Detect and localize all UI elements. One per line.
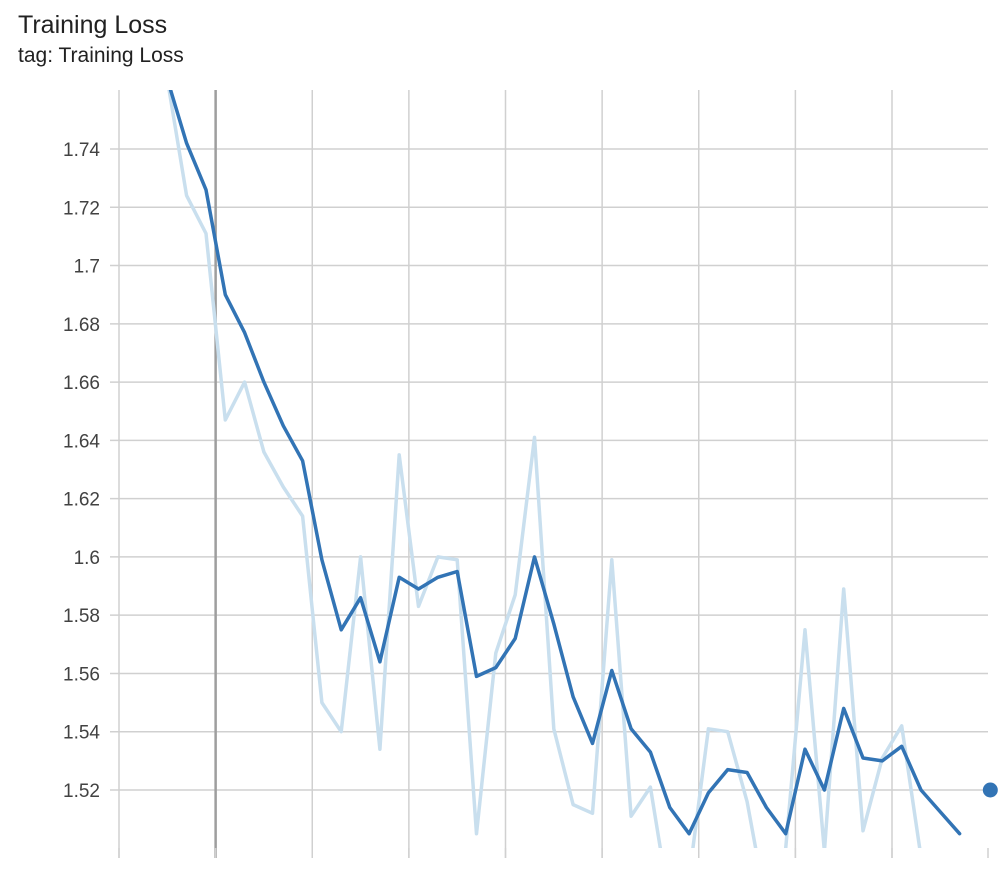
y-tick-label: 1.6 <box>74 548 100 569</box>
series-layer <box>167 90 962 848</box>
y-tick-label: 1.7 <box>74 257 100 278</box>
chart-header: Training Loss tag: Training Loss <box>18 8 184 70</box>
grid-layer <box>110 90 988 858</box>
y-tick-label: 1.56 <box>63 664 100 685</box>
smoothed-loss-line <box>168 90 962 836</box>
y-tick-labels: 1.74 1.72 1.7 1.68 1.66 1.64 1.62 1.6 1.58 1.56 1.… <box>63 140 100 802</box>
y-tick-label: 1.72 <box>63 198 100 219</box>
y-tick-label: 1.68 <box>63 315 100 336</box>
last-point-marker <box>982 782 998 798</box>
axis-layer <box>118 90 998 858</box>
y-tick-label: 1.54 <box>63 723 100 744</box>
y-tick-label: 1.66 <box>63 373 100 394</box>
y-tick-label: 1.64 <box>63 431 100 452</box>
raw-loss-line <box>167 90 922 848</box>
y-tick-label: 1.52 <box>63 781 100 802</box>
y-tick-label: 1.58 <box>63 606 100 627</box>
y-tick-label: 1.62 <box>63 490 100 511</box>
y-tick-label: 1.74 <box>63 140 100 161</box>
chart-title: Training Loss <box>18 11 168 39</box>
chart-tag: tag: Training Loss <box>18 44 184 67</box>
